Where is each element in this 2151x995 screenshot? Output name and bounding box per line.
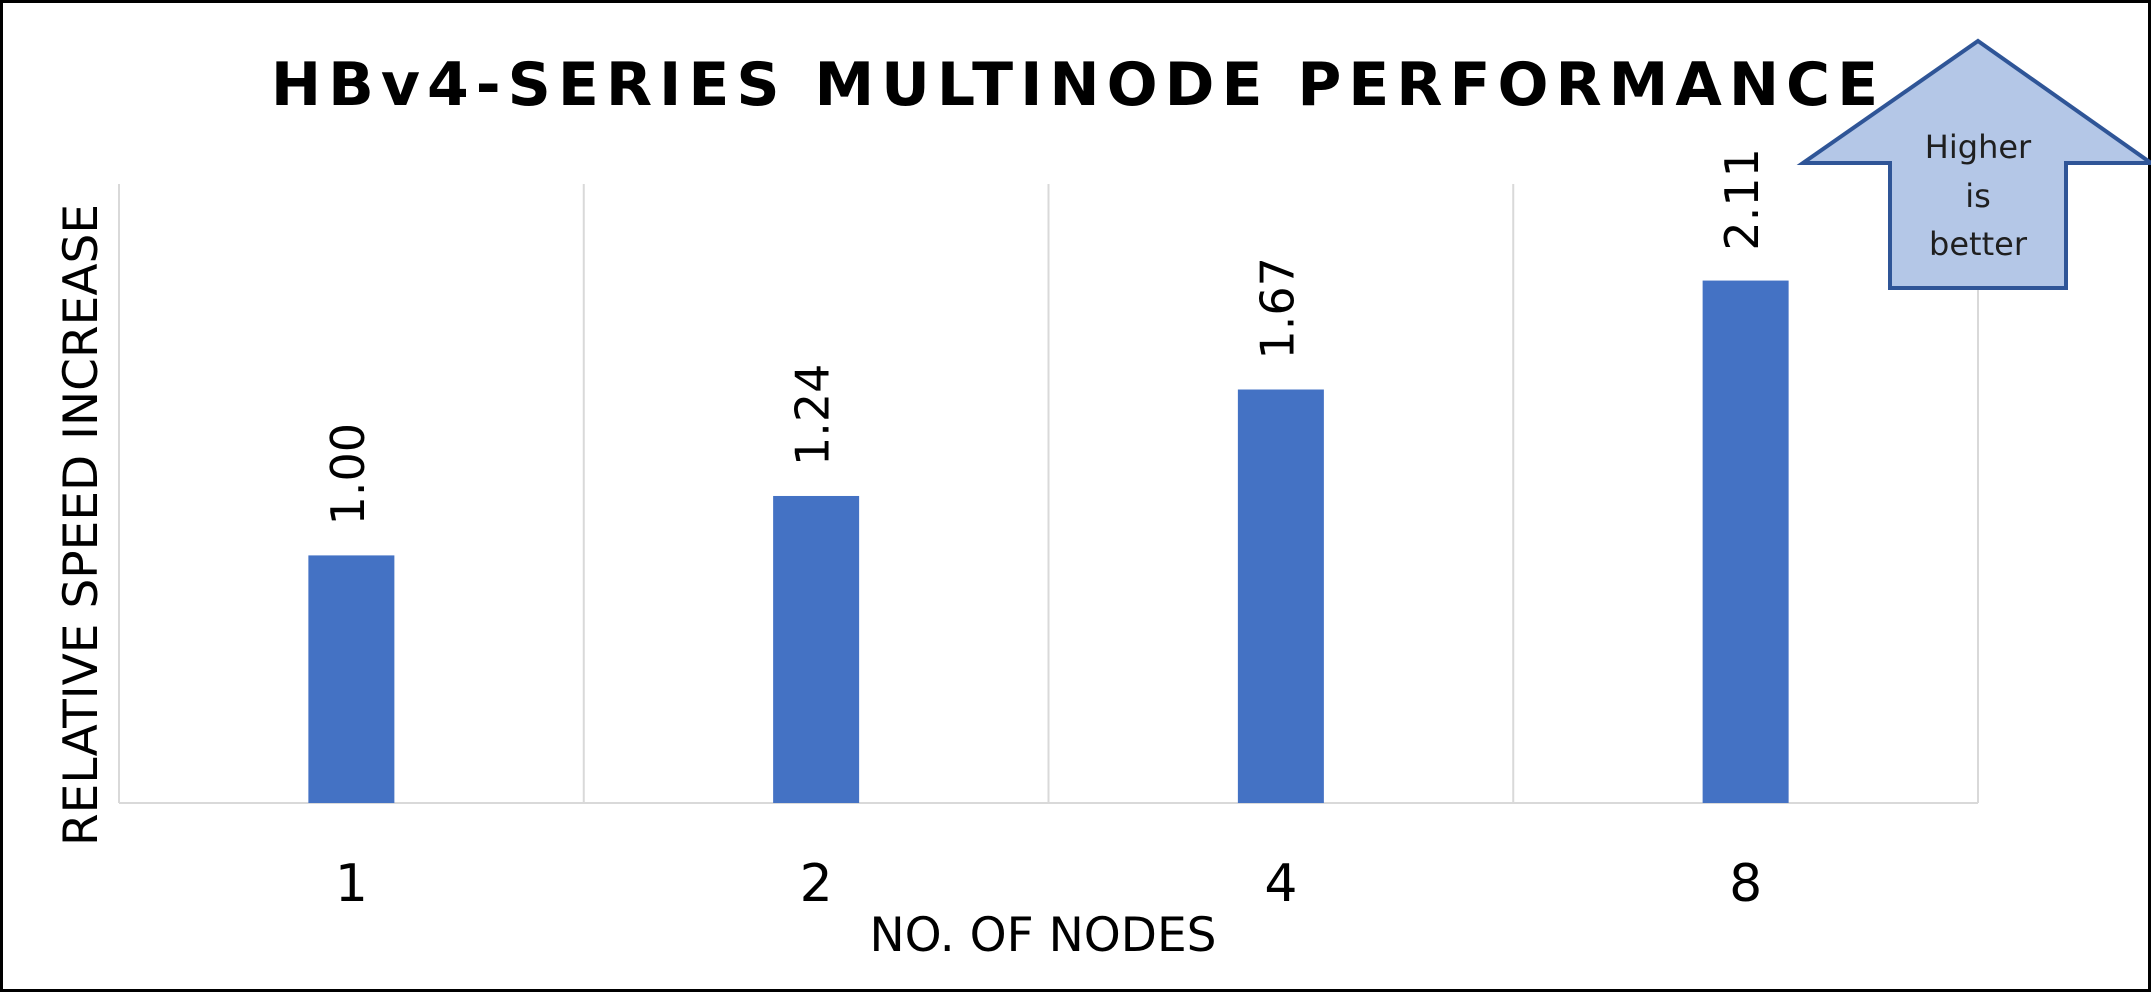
bar-1 xyxy=(308,555,395,803)
data-label-1: 1.00 xyxy=(321,423,375,525)
x-tick-label-8: 8 xyxy=(1729,854,1762,914)
bar-2 xyxy=(773,495,860,803)
callout-line-2: is xyxy=(1965,177,1991,215)
data-label-4: 1.67 xyxy=(1250,257,1304,359)
bars xyxy=(308,280,1789,804)
data-label-2: 1.24 xyxy=(786,364,840,466)
up-arrow-icon xyxy=(1796,38,2151,290)
x-axis-label: NO. OF NODES xyxy=(870,908,1217,963)
data-label-8: 2.11 xyxy=(1715,148,1769,250)
higher-is-better-callout: Higher is better xyxy=(1796,38,2151,290)
x-tick-label-2: 2 xyxy=(800,854,833,914)
callout-line-3: better xyxy=(1929,225,2028,263)
bar-chart: HBv4-SERIES MULTINODE PERFORMANCE 1.001.… xyxy=(54,38,2151,963)
x-tick-label-4: 4 xyxy=(1264,854,1297,914)
callout-line-1: Higher xyxy=(1925,128,2032,166)
data-labels: 1.00 1.24 1.67 2.11 xyxy=(321,148,1769,525)
bar-8 xyxy=(1702,280,1789,804)
bar-4 xyxy=(1237,389,1324,803)
gridlines xyxy=(118,184,1979,804)
x-tick-label-1: 1 xyxy=(335,854,368,914)
x-tick-labels: 1 2 4 8 xyxy=(335,854,1762,914)
y-axis-label: RELATIVE SPEED INCREASE xyxy=(54,204,109,846)
chart-title: HBv4-SERIES MULTINODE PERFORMANCE xyxy=(271,50,1885,120)
